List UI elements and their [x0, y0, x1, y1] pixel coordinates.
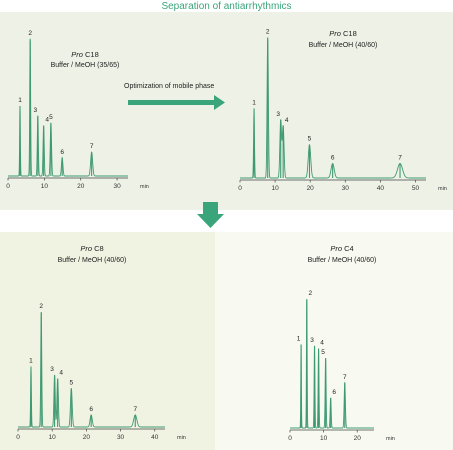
column-label: Pro C18 — [329, 29, 357, 38]
panel-background-c8 — [0, 232, 215, 450]
peak-label: 5 — [321, 349, 325, 356]
peak-label: 6 — [332, 389, 336, 396]
x-tick-label: 40 — [377, 185, 385, 192]
peak-label: 7 — [133, 406, 137, 413]
column-label: Pro C4 — [330, 244, 353, 253]
x-tick-label: 30 — [113, 183, 121, 190]
column-label-prefix: Pro — [71, 50, 83, 59]
mobile-phase-label: Buffer / MeOH (40/60) — [309, 42, 378, 49]
chromatogram-trace — [8, 40, 128, 177]
peak-label: 6 — [60, 149, 64, 156]
x-tick-label: 10 — [271, 185, 279, 192]
panel-background-c18-35-65 — [0, 12, 178, 210]
figure-title: Separation of antiarrhythmics — [161, 1, 292, 12]
column-label-name: C4 — [342, 244, 354, 253]
column-label-prefix: Pro — [330, 244, 342, 253]
x-tick-label: 10 — [41, 183, 49, 190]
x-tick-label: 0 — [238, 185, 242, 192]
chromatogram-trace — [290, 299, 374, 429]
peak-label: 2 — [266, 28, 270, 35]
optimization-arrow — [128, 95, 225, 110]
peak-label: 3 — [310, 337, 314, 344]
peak-label: 2 — [28, 30, 32, 37]
peak-label: 4 — [45, 117, 49, 124]
peak-label: 2 — [308, 290, 312, 297]
chromatogram-c18-35-65: Pro C18 Buffer / MeOH (35/65) 0 10 20 30 min 1 2… — [6, 30, 149, 190]
mobile-phase-label: Buffer / MeOH (40/60) — [58, 257, 127, 264]
x-tick-label: 0 — [288, 435, 292, 442]
x-axis-unit: min — [177, 435, 186, 441]
x-axis-unit: min — [386, 436, 395, 442]
optimization-arrow-label: Optimization of mobile phase — [124, 83, 215, 90]
x-tick-label: 30 — [342, 185, 350, 192]
peak-label: 7 — [90, 143, 94, 150]
column-label: Pro C8 — [80, 244, 103, 253]
x-tick-label: 40 — [151, 434, 159, 441]
column-label-prefix: Pro — [329, 29, 341, 38]
x-axis-unit: min — [140, 184, 149, 190]
peak-label: 1 — [297, 335, 301, 342]
peak-label: 5 — [308, 136, 312, 143]
x-tick-label: 20 — [307, 185, 315, 192]
peak-label: 3 — [50, 366, 54, 373]
peak-label: 1 — [252, 99, 256, 106]
column-label-name: C8 — [92, 244, 104, 253]
peak-label: 7 — [398, 155, 402, 162]
peak-label: 7 — [343, 374, 347, 381]
peak-label: 2 — [39, 303, 43, 310]
peak-label: 4 — [59, 370, 63, 377]
x-tick-label: 0 — [6, 183, 10, 190]
chromatogram-c8: Pro C8 Buffer / MeOH (40/60) 0 10 20 30 40 min 1… — [16, 244, 186, 441]
x-tick-label: 0 — [16, 434, 20, 441]
peak-label: 3 — [276, 111, 280, 118]
down-arrow — [197, 202, 224, 228]
peak-label: 6 — [331, 155, 335, 162]
chromatogram-c4: Pro C4 Buffer / MeOH (40/60) 0 10 20 min 1 2 3 4 5… — [288, 244, 395, 442]
x-tick-label: 20 — [354, 435, 362, 442]
column-label: Pro C18 — [71, 50, 99, 59]
peak-label: 6 — [89, 406, 93, 413]
x-tick-label: 30 — [117, 434, 125, 441]
mobile-phase-label: Buffer / MeOH (40/60) — [308, 257, 377, 264]
x-axis-unit: min — [438, 186, 447, 192]
column-label-name: C18 — [341, 29, 357, 38]
peak-label: 3 — [34, 107, 38, 114]
peak-label: 1 — [18, 97, 22, 104]
peak-label: 5 — [49, 114, 53, 121]
x-tick-label: 10 — [49, 434, 57, 441]
peak-label: 4 — [320, 340, 324, 347]
mobile-phase-label: Buffer / MeOH (35/65) — [51, 62, 120, 69]
panel-background-c4 — [215, 232, 453, 450]
x-tick-label: 20 — [83, 434, 91, 441]
chromatogram-c18-40-60: Pro C18 Buffer / MeOH (40/60) 0 10 20 30 40 50 m… — [238, 28, 447, 192]
x-tick-label: 10 — [320, 435, 328, 442]
peak-label: 5 — [70, 379, 74, 386]
panel-background-c18-40-60 — [178, 12, 453, 210]
x-tick-label: 20 — [77, 183, 85, 190]
column-label-prefix: Pro — [80, 244, 92, 253]
x-tick-label: 50 — [412, 185, 420, 192]
peak-label: 1 — [29, 358, 33, 365]
column-label-name: C18 — [83, 50, 99, 59]
peak-label: 4 — [285, 117, 289, 124]
